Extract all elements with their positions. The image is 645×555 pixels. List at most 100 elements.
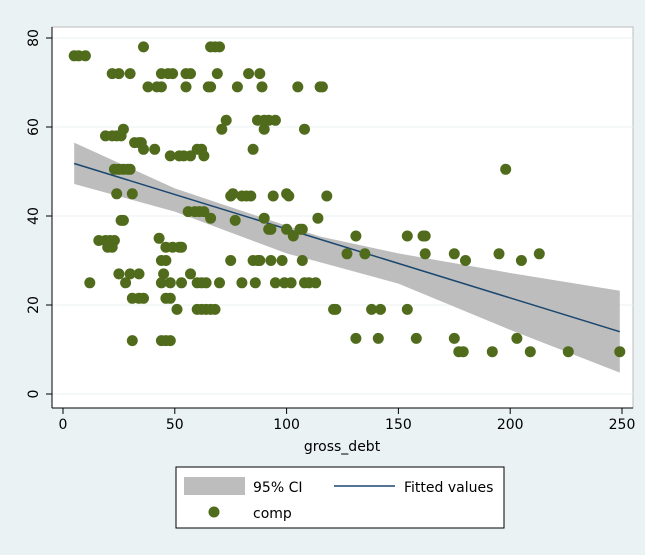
data-point [341, 248, 353, 260]
data-point [486, 346, 498, 358]
data-point [350, 230, 362, 242]
fit-line-layer [73, 162, 620, 333]
data-point [198, 150, 210, 162]
data-point [533, 248, 545, 260]
data-point [243, 68, 255, 80]
data-point [220, 114, 232, 126]
x-tick-label: 250 [609, 417, 636, 433]
data-point [113, 68, 125, 80]
data-point [269, 114, 281, 126]
x-tick-label: 150 [385, 417, 412, 433]
data-point [164, 335, 176, 347]
data-point [211, 68, 223, 80]
data-point [138, 143, 149, 155]
data-point [205, 212, 217, 224]
data-point [448, 248, 460, 260]
data-point [267, 190, 279, 202]
data-point [316, 81, 328, 93]
data-point [330, 303, 342, 315]
data-point [283, 190, 295, 202]
data-point [111, 188, 123, 200]
data-point [117, 123, 129, 135]
data-point [200, 277, 212, 289]
data-point [120, 277, 132, 289]
data-point [258, 212, 270, 224]
y-tick-label: 80 [26, 29, 42, 47]
y-tick-label: 0 [26, 390, 42, 399]
data-point [79, 50, 91, 62]
data-point [185, 268, 196, 280]
data-point [149, 143, 161, 155]
fit-line [73, 162, 620, 333]
data-point [185, 150, 196, 162]
data-point [359, 248, 371, 260]
data-point [524, 346, 536, 358]
data-point [126, 188, 138, 200]
data-point [198, 206, 210, 218]
data-point [457, 346, 469, 358]
data-point [515, 255, 527, 266]
data-point [249, 277, 261, 289]
data-point [296, 255, 308, 266]
data-point [126, 335, 138, 347]
data-point [164, 292, 176, 304]
data-point [256, 81, 268, 93]
data-point [124, 163, 136, 175]
data-point [229, 214, 241, 226]
data-point [138, 41, 149, 53]
legend-ci-label: 95% CI [253, 480, 302, 496]
data-point [321, 190, 333, 202]
y-tick-label: 40 [26, 207, 42, 225]
data-point [124, 68, 136, 80]
data-point [511, 332, 523, 344]
data-point [236, 277, 248, 289]
data-point [254, 68, 266, 80]
data-point [117, 214, 129, 226]
data-point [372, 332, 384, 344]
data-point [493, 248, 505, 260]
data-point [366, 303, 378, 315]
y-tick-label: 20 [26, 296, 42, 314]
data-point [108, 235, 120, 246]
data-point [158, 268, 170, 280]
y-tick-label: 60 [26, 118, 42, 136]
data-point [419, 248, 431, 260]
data-point [227, 188, 239, 200]
x-tick-label: 100 [273, 417, 300, 433]
data-point [562, 346, 574, 358]
data-point [254, 255, 266, 266]
data-point [614, 346, 626, 358]
data-point [285, 277, 297, 289]
data-point [225, 255, 237, 266]
data-point [312, 212, 324, 224]
points-layer [68, 41, 626, 358]
data-point [287, 230, 299, 242]
data-point [214, 41, 225, 53]
data-point [310, 277, 322, 289]
data-point [281, 223, 293, 235]
legend: 95% CI Fitted values comp [175, 466, 505, 529]
data-point [176, 277, 187, 289]
data-point [265, 255, 277, 266]
data-point [410, 332, 422, 344]
data-point [276, 255, 288, 266]
legend-box [175, 466, 505, 529]
data-point [269, 277, 281, 289]
data-point [231, 81, 243, 93]
data-point [164, 150, 176, 162]
data-point [500, 163, 512, 175]
legend-points-marker [208, 506, 220, 518]
data-point [216, 123, 228, 135]
data-point [258, 123, 270, 135]
x-tick-label: 50 [166, 417, 184, 433]
data-point [185, 68, 196, 80]
data-point [138, 292, 149, 304]
y-axis-ticks: 0 20 40 60 80 [26, 29, 52, 398]
data-point [265, 223, 277, 235]
x-axis-ticks: 0 50 100 150 200 250 [59, 408, 636, 433]
data-point [171, 303, 183, 315]
data-point [460, 255, 471, 266]
data-point [296, 223, 308, 235]
data-point [84, 277, 96, 289]
